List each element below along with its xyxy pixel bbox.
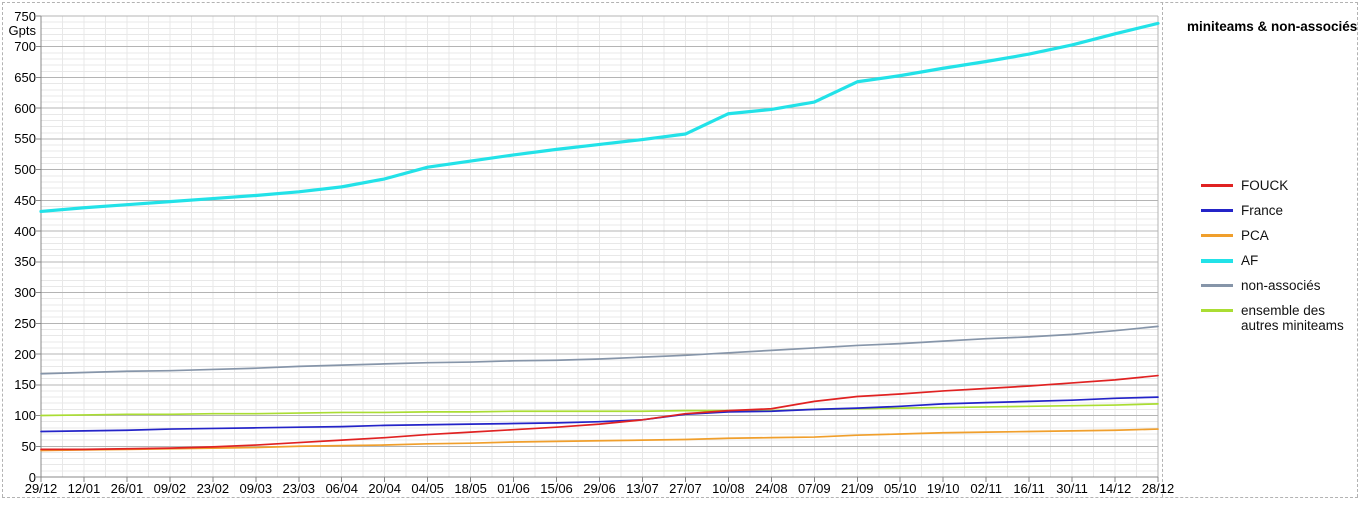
- x-tick-label: 05/10: [883, 481, 917, 496]
- y-tick-label: 0: [28, 469, 36, 485]
- y-tick-label: 500: [14, 162, 36, 178]
- y-tick-label: 150: [14, 377, 36, 393]
- legend-swatch-icon: [1201, 234, 1233, 237]
- x-tick-label: 02/11: [970, 481, 1002, 496]
- legend-label: AF: [1241, 253, 1259, 268]
- series-line-pca: [40, 428, 1159, 452]
- x-tick-label: 14/12: [1098, 481, 1132, 496]
- legend-item-ensemble-des-autres-miniteams: ensemble des autres miniteams: [1201, 303, 1359, 333]
- x-tick-label: 28/12: [1141, 481, 1175, 496]
- y-tick-label: 700: [14, 39, 36, 55]
- x-tick-label: 15/06: [540, 481, 573, 496]
- series-line-af: [39, 21, 1160, 214]
- legend-label: France: [1241, 203, 1284, 218]
- legend-label: ensemble des autres miniteams: [1241, 303, 1344, 333]
- y-tick-label: 450: [14, 192, 36, 208]
- y-tick-label: 300: [14, 285, 36, 301]
- x-tick-label: 20/04: [368, 481, 401, 496]
- x-tick-label: 13/07: [626, 481, 659, 496]
- legend-swatch-icon: [1201, 309, 1233, 312]
- legend-item-fouck: FOUCK: [1201, 178, 1359, 193]
- legend-label: PCA: [1241, 228, 1269, 243]
- x-tick-label: 01/06: [497, 481, 530, 496]
- series-line-fouck: [40, 374, 1159, 451]
- legend-swatch-icon: [1201, 284, 1233, 287]
- legend-label: non-associés: [1241, 278, 1321, 293]
- legend-swatch-icon: [1201, 184, 1233, 187]
- y-tick-label: 750: [14, 8, 36, 24]
- legend-item-non-associés: non-associés: [1201, 278, 1359, 293]
- legend-item-france: France: [1201, 203, 1359, 218]
- x-tick-label: 04/05: [411, 481, 444, 496]
- legend-swatch-icon: [1201, 209, 1233, 212]
- x-tick-label: 10/08: [712, 481, 745, 496]
- chart-title: miniteams & non-associés: [1187, 19, 1358, 34]
- legend-label: FOUCK: [1241, 178, 1289, 193]
- x-tick-label: 26/01: [110, 481, 144, 496]
- y-tick-label: 250: [14, 315, 36, 331]
- y-tick-label: 50: [21, 438, 36, 454]
- x-tick-label: 21/09: [840, 481, 874, 496]
- x-tick-label: 07/09: [798, 481, 831, 496]
- y-tick-label: 550: [14, 131, 36, 147]
- x-tick-label: 18/05: [454, 481, 487, 496]
- x-tick-label: 24/08: [755, 481, 788, 496]
- x-tick-label: 09/02: [153, 481, 187, 496]
- legend-item-pca: PCA: [1201, 228, 1359, 243]
- x-tick-label: 30/11: [1056, 481, 1088, 496]
- x-tick-label: 23/03: [282, 481, 316, 496]
- series-line-non-associés: [40, 325, 1159, 375]
- x-tick-label: 23/02: [196, 481, 230, 496]
- series-line-ensemble-des-autres-miniteams: [40, 403, 1159, 417]
- legend-item-af: AF: [1201, 253, 1359, 268]
- legend-swatch-icon: [1201, 258, 1233, 263]
- y-axis-unit-label: Gpts: [8, 23, 36, 38]
- y-tick-label: 350: [14, 254, 36, 270]
- y-tick-label: 100: [14, 408, 36, 424]
- x-tick-label: 29/12: [24, 481, 58, 496]
- y-tick-label: 650: [14, 69, 36, 85]
- series-line-france: [40, 396, 1159, 433]
- x-tick-label: 16/11: [1013, 481, 1045, 496]
- chart-legend: FOUCK France PCA AF non-associés ensemble des…: [1201, 178, 1359, 343]
- x-tick-label: 06/04: [325, 481, 358, 496]
- x-tick-label: 27/07: [669, 481, 702, 496]
- x-tick-label: 29/06: [583, 481, 616, 496]
- x-tick-label: 09/03: [239, 481, 273, 496]
- y-tick-label: 400: [14, 223, 36, 239]
- y-tick-label: 600: [14, 100, 36, 116]
- y-tick-label: 200: [14, 346, 36, 362]
- x-tick-label: 19/10: [926, 481, 960, 496]
- x-tick-label: 12/01: [67, 481, 101, 496]
